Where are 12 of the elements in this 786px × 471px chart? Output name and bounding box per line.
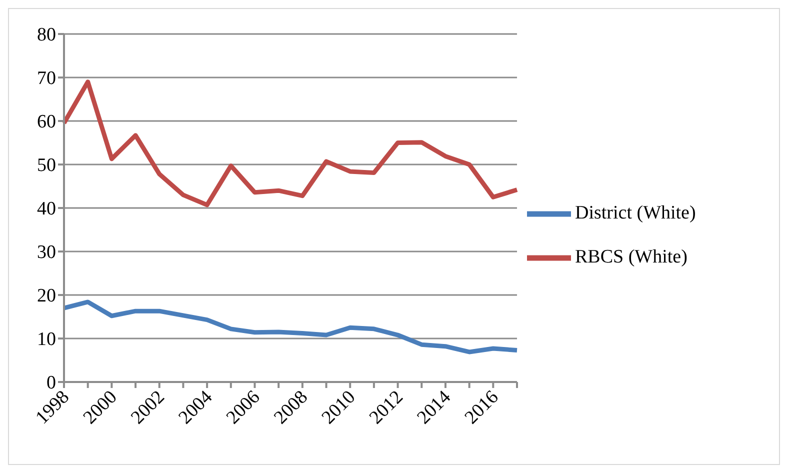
y-tick-label: 0 <box>46 372 56 394</box>
y-tick-label: 30 <box>37 242 56 264</box>
y-tick-label: 50 <box>37 155 56 176</box>
y-tick-label: 20 <box>37 286 56 307</box>
legend-label: RBCS (White) <box>575 246 688 267</box>
line-series <box>62 80 520 208</box>
y-tick-label: 40 <box>37 198 56 220</box>
y-tick-label: 10 <box>37 329 56 350</box>
y-tick-label: 60 <box>37 112 56 133</box>
y-tick-label: 70 <box>37 68 56 90</box>
y-tick-label: 80 <box>37 24 56 46</box>
legend-label: District (White) <box>575 202 696 223</box>
